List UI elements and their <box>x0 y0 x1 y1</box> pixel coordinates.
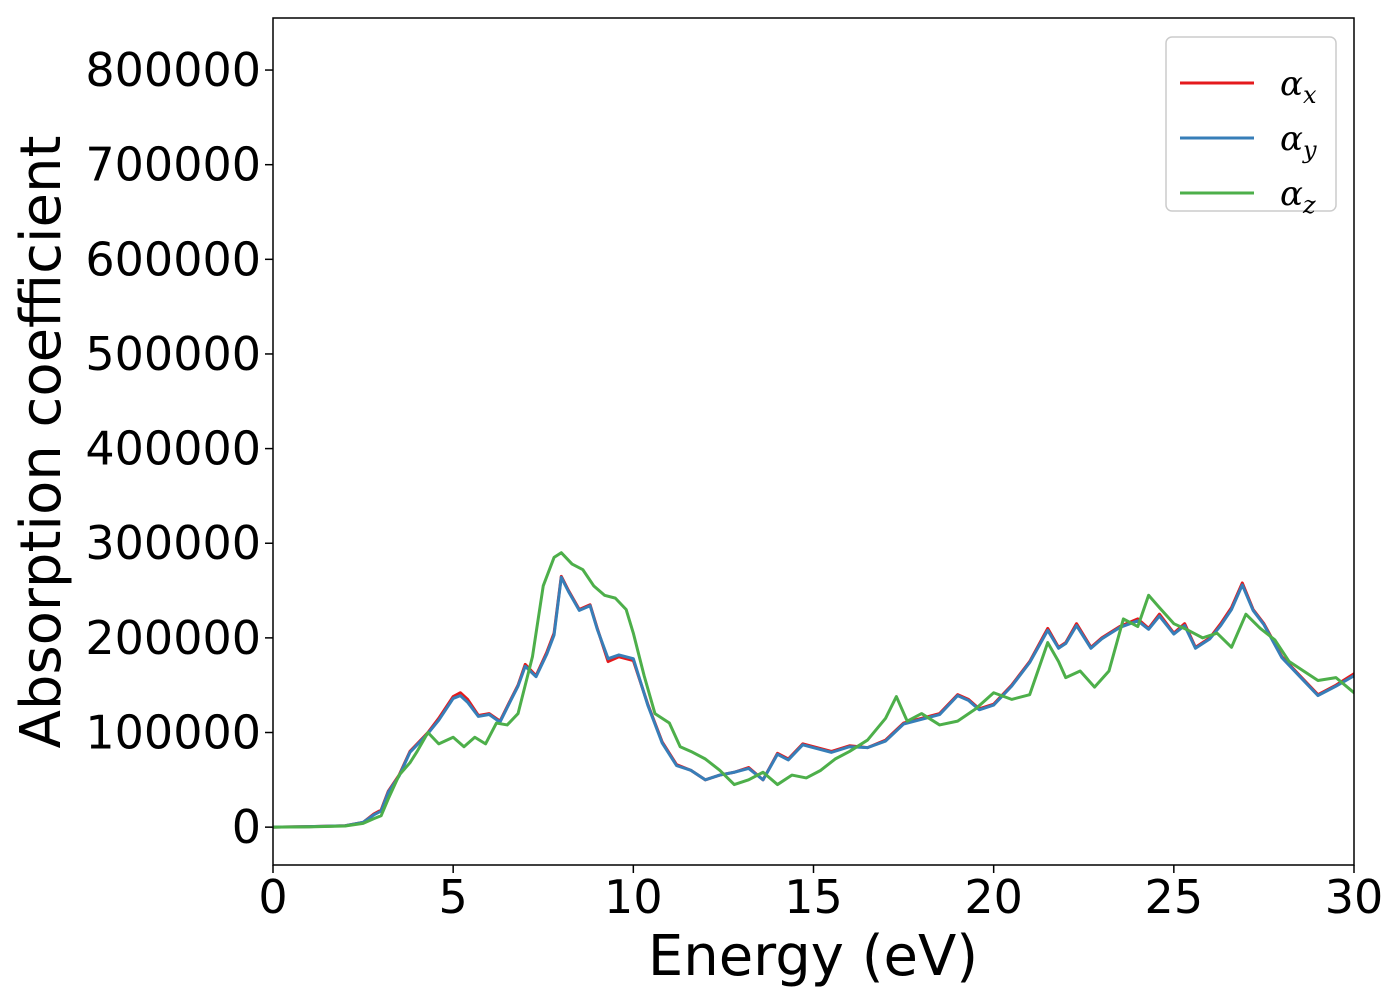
x-tick-label: 10 <box>604 870 663 924</box>
x-tick-label: 15 <box>784 870 843 924</box>
x-axis: 0 5 10 15 20 25 30 <box>258 865 1383 924</box>
y-tick-label: 700000 <box>85 138 261 192</box>
y-tick-label: 600000 <box>85 232 261 286</box>
legend: αx αy αz <box>1165 36 1337 219</box>
series-layer <box>273 551 1354 829</box>
x-tick-label: 30 <box>1325 870 1384 924</box>
x-tick-label: 25 <box>1145 870 1204 924</box>
y-axis: 0 100000 200000 300000 400000 500000 600000 700… <box>85 43 273 854</box>
y-axis-label: Absorption coefficient <box>9 136 74 749</box>
y-tick-label: 800000 <box>85 43 261 97</box>
y-tick-label: 400000 <box>85 422 261 476</box>
y-tick-label: 300000 <box>85 516 261 570</box>
x-tick-label: 5 <box>439 870 468 924</box>
y-tick-label: 500000 <box>85 327 261 381</box>
x-tick-label: 0 <box>258 870 287 924</box>
y-tick-label: 100000 <box>85 706 261 760</box>
legend-label-y: αy <box>1280 119 1317 164</box>
x-tick-label: 20 <box>964 870 1023 924</box>
x-axis-label: Energy (eV) <box>648 924 978 989</box>
y-tick-label: 0 <box>232 800 261 854</box>
legend-label-x: αx <box>1280 64 1317 109</box>
series-line-y <box>273 575 1354 829</box>
legend-label-z: αz <box>1280 174 1316 219</box>
y-tick-label: 200000 <box>85 611 261 665</box>
series-line-z <box>273 551 1354 829</box>
legend-box <box>1165 36 1337 212</box>
